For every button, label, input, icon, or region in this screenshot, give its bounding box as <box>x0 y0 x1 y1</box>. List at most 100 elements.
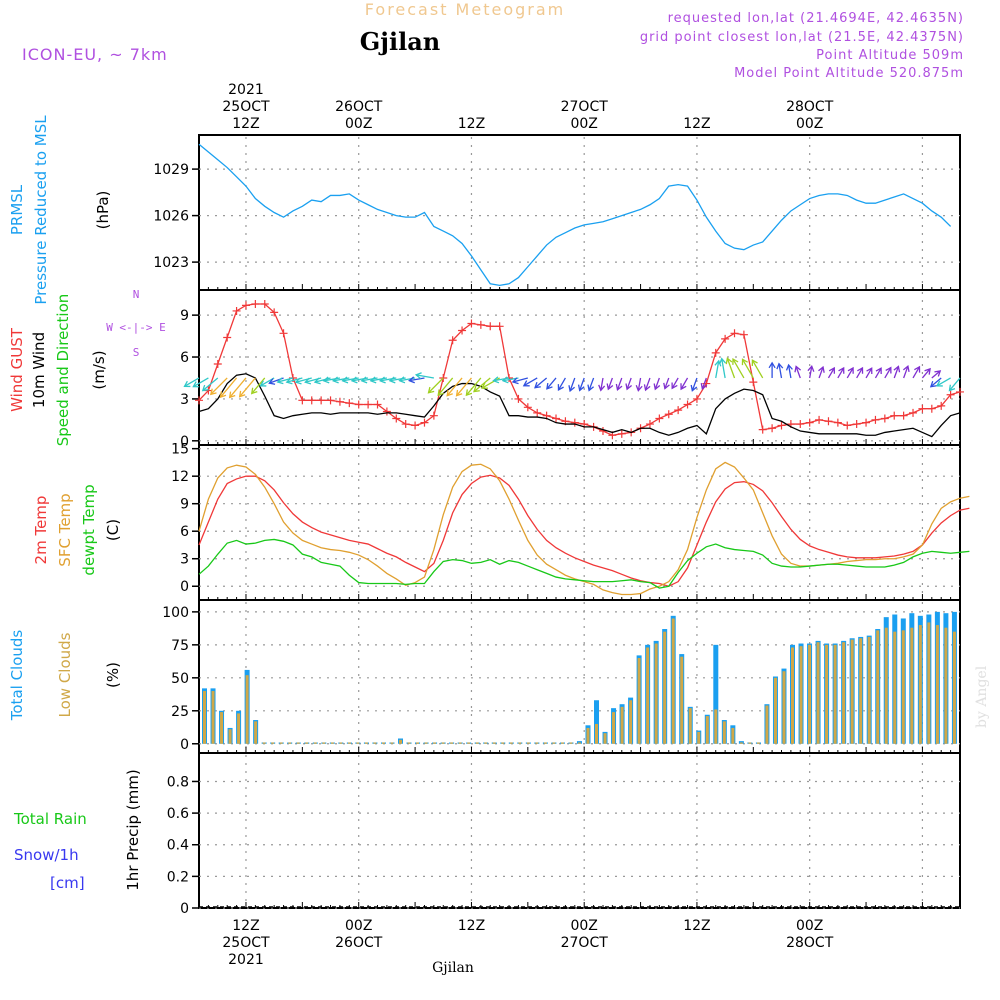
low-cloud-bar <box>296 742 300 744</box>
chart-panels: 1023 1026 1029 PRMSL Pressure Reduced to MSL… <box>8 115 970 917</box>
legend-snow: Snow/1h <box>14 846 79 864</box>
top-axis-label: 12Z <box>232 116 259 132</box>
wind-arrow-head <box>501 376 509 384</box>
wind-direction-arrow <box>409 377 425 382</box>
low-cloud-bar <box>842 642 846 744</box>
y-axis-label: (m/s) <box>90 350 108 389</box>
wind-direction-arrow <box>219 377 238 398</box>
y-tick-label: 0 <box>180 579 189 595</box>
wind-direction-arrow <box>428 377 444 394</box>
wind-arrow-head <box>866 367 873 375</box>
low-cloud-bar <box>705 716 709 744</box>
wind-direction-arrow <box>644 377 651 391</box>
wind-arrow-head <box>847 366 854 374</box>
low-cloud-bar <box>492 742 496 744</box>
wind-arrow-head <box>606 383 614 391</box>
wind-direction-arrow <box>865 367 873 379</box>
series-label: dewpt Temp <box>80 484 98 575</box>
low-cloud-bar <box>407 742 411 744</box>
series-line-dewpt-temp <box>198 538 970 589</box>
wind-arrow-head <box>643 384 651 392</box>
low-cloud-bar <box>211 691 215 744</box>
wind-direction-arrow <box>912 366 921 379</box>
low-cloud-bar <box>680 656 684 744</box>
wind-direction-arrow <box>930 377 942 388</box>
wind-arrow-head <box>219 391 227 399</box>
top-axis-label: 00Z <box>345 116 372 132</box>
gust-marker <box>213 360 222 369</box>
wind-arrow-head <box>481 382 488 389</box>
wind-arrow-head <box>635 384 643 392</box>
y-tick-label: 0 <box>180 434 189 450</box>
wind-direction-arrow <box>874 367 882 379</box>
series-line-pressure <box>198 143 952 287</box>
wind-direction-arrow <box>473 377 491 393</box>
gust-marker <box>674 406 683 415</box>
low-cloud-bar <box>688 708 692 744</box>
low-cloud-bar <box>399 739 403 744</box>
low-cloud-bar <box>262 742 266 744</box>
low-cloud-bar <box>646 647 650 744</box>
series-label: SFC Temp <box>56 493 74 566</box>
wind-arrow-head <box>807 364 815 372</box>
wind-direction-arrow <box>936 377 951 387</box>
low-cloud-bar <box>552 742 556 744</box>
bottom-axis-label: 00Z <box>345 918 372 934</box>
gust-marker <box>927 404 936 413</box>
low-cloud-bar <box>330 742 334 744</box>
series-label: Total Clouds <box>8 630 26 722</box>
point-altitude: Point Altitude 509m <box>816 48 964 63</box>
gust-marker <box>241 301 250 310</box>
wind-direction-arrow <box>456 377 472 397</box>
gust-marker <box>956 387 964 396</box>
panel-4: 0 0.2 0.4 0.6 0.8 1hr Precip (mm) Total Rain Sn… <box>13 752 961 917</box>
low-cloud-bar <box>731 727 735 744</box>
wind-direction-arrow <box>726 358 736 379</box>
wind-arrow-head <box>250 387 258 395</box>
legend-cm: [cm] <box>50 874 85 892</box>
low-cloud-bar <box>347 742 351 744</box>
y-tick-label: 75 <box>171 638 189 654</box>
wind-arrow-head <box>360 376 368 384</box>
low-cloud-bar <box>910 627 914 744</box>
gust-marker <box>364 400 373 409</box>
wind-direction-arrow <box>361 377 378 382</box>
wind-arrow-head <box>511 377 519 385</box>
wind-arrow-head <box>934 370 942 377</box>
wind-direction-arrow <box>741 359 754 379</box>
gust-marker <box>270 308 279 317</box>
compass-south: S <box>133 346 140 359</box>
wind-direction-arrow <box>465 377 482 396</box>
y-tick-label: 0.8 <box>167 774 189 790</box>
low-cloud-bar <box>782 671 786 744</box>
wind-direction-arrow <box>534 377 548 389</box>
wind-arrow-head <box>768 361 776 369</box>
y-tick-label: 0.2 <box>167 869 189 885</box>
super-title: Forecast Meteogram <box>365 0 565 19</box>
low-cloud-bar <box>595 723 599 744</box>
low-cloud-bar <box>765 705 769 744</box>
gust-marker <box>796 420 805 429</box>
low-cloud-bar <box>927 622 931 744</box>
low-cloud-bar <box>279 742 283 744</box>
y-tick-label: 25 <box>171 704 189 720</box>
gust-marker <box>937 401 946 410</box>
credit-watermark: by Angel <box>974 665 990 728</box>
gust-marker <box>429 411 438 420</box>
y-tick-label: 0.6 <box>167 806 189 822</box>
wind-arrow-head <box>818 365 825 373</box>
wind-direction-arrow <box>251 377 266 394</box>
low-cloud-bar <box>663 631 667 744</box>
wind-direction-arrow <box>193 377 209 388</box>
wind-direction-arrow <box>637 377 642 391</box>
top-axis-label: 26OCT <box>335 99 383 115</box>
low-cloud-bar <box>952 631 956 744</box>
low-cloud-bar <box>603 733 607 744</box>
wind-arrow-head <box>378 376 386 384</box>
series-line-wind-gust <box>198 303 961 436</box>
y-axis-label: (%) <box>104 662 122 688</box>
gust-marker <box>411 421 420 430</box>
wind-direction-arrow <box>795 366 801 379</box>
gust-marker <box>824 417 833 426</box>
bottom-axis-label: 12Z <box>232 918 259 934</box>
